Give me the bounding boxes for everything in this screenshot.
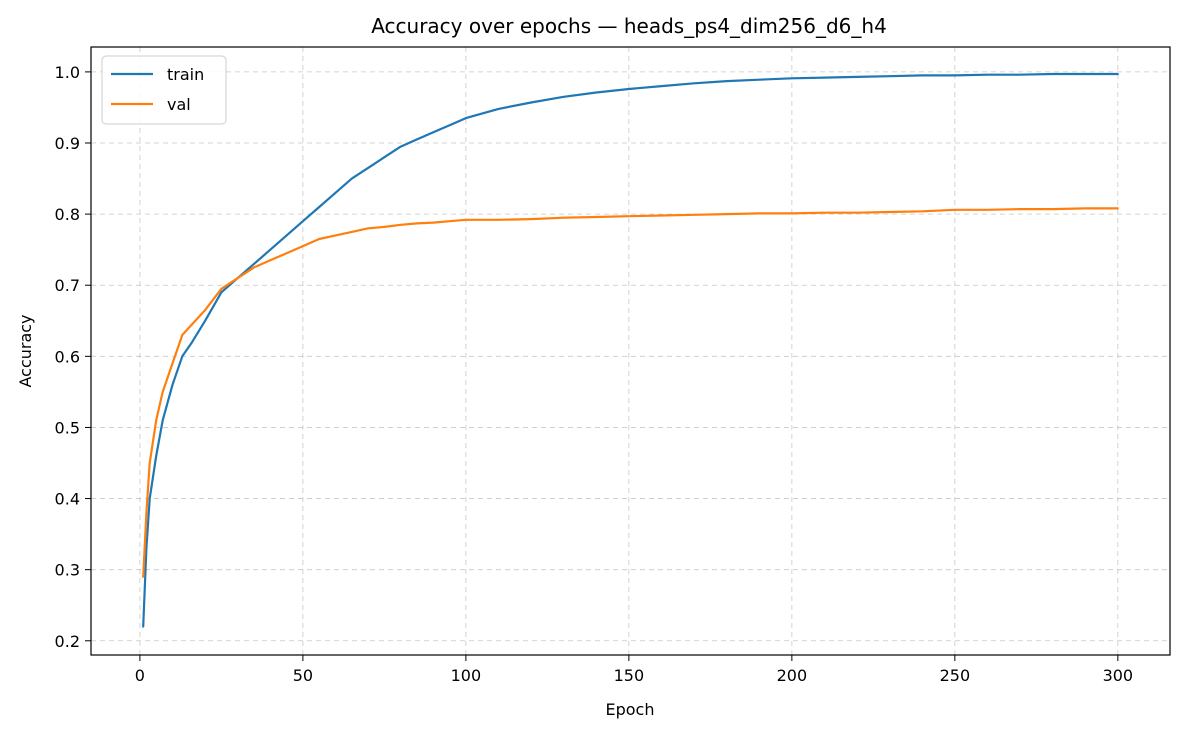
y-tick-label: 0.7	[55, 276, 80, 295]
legend-box	[101, 55, 227, 125]
legend-label-val: val	[167, 95, 191, 114]
plot-frame	[90, 46, 1171, 656]
x-tick-label: 150	[614, 666, 645, 685]
y-tick-label: 0.5	[55, 418, 80, 437]
x-tick-label: 50	[293, 666, 313, 685]
series-line-train	[142, 72, 1119, 628]
legend-items: train val	[111, 65, 204, 114]
y-axis-ticks: 0.2 0.3 0.4 0.5 0.6 0.7 0.8 0.9 1.0	[55, 63, 91, 651]
y-tick-label: 0.2	[55, 632, 80, 651]
x-tick-label: 0	[135, 666, 145, 685]
legend-label-train: train	[167, 65, 204, 84]
y-tick-label: 1.0	[55, 63, 80, 82]
y-tick-label: 0.6	[55, 347, 80, 366]
y-axis-label: Accuracy	[16, 314, 35, 387]
x-axis-ticks: 0 50 100 150 200 250 300	[135, 655, 1133, 685]
y-tick-label: 0.3	[55, 561, 80, 580]
chart-title: Accuracy over epochs — heads_ps4_dim256_…	[371, 14, 887, 38]
y-tick-label: 0.9	[55, 134, 80, 153]
x-tick-label: 100	[451, 666, 482, 685]
grid-lines	[91, 47, 1170, 655]
series-lines	[142, 72, 1119, 628]
y-tick-label: 0.8	[55, 205, 80, 224]
legend: train val	[101, 55, 227, 125]
x-axis-label: Epoch	[606, 700, 655, 719]
x-tick-label: 300	[1103, 666, 1134, 685]
y-tick-label: 0.4	[55, 490, 80, 509]
x-tick-label: 200	[777, 666, 808, 685]
x-tick-label: 250	[940, 666, 971, 685]
series-line-val	[142, 207, 1119, 578]
